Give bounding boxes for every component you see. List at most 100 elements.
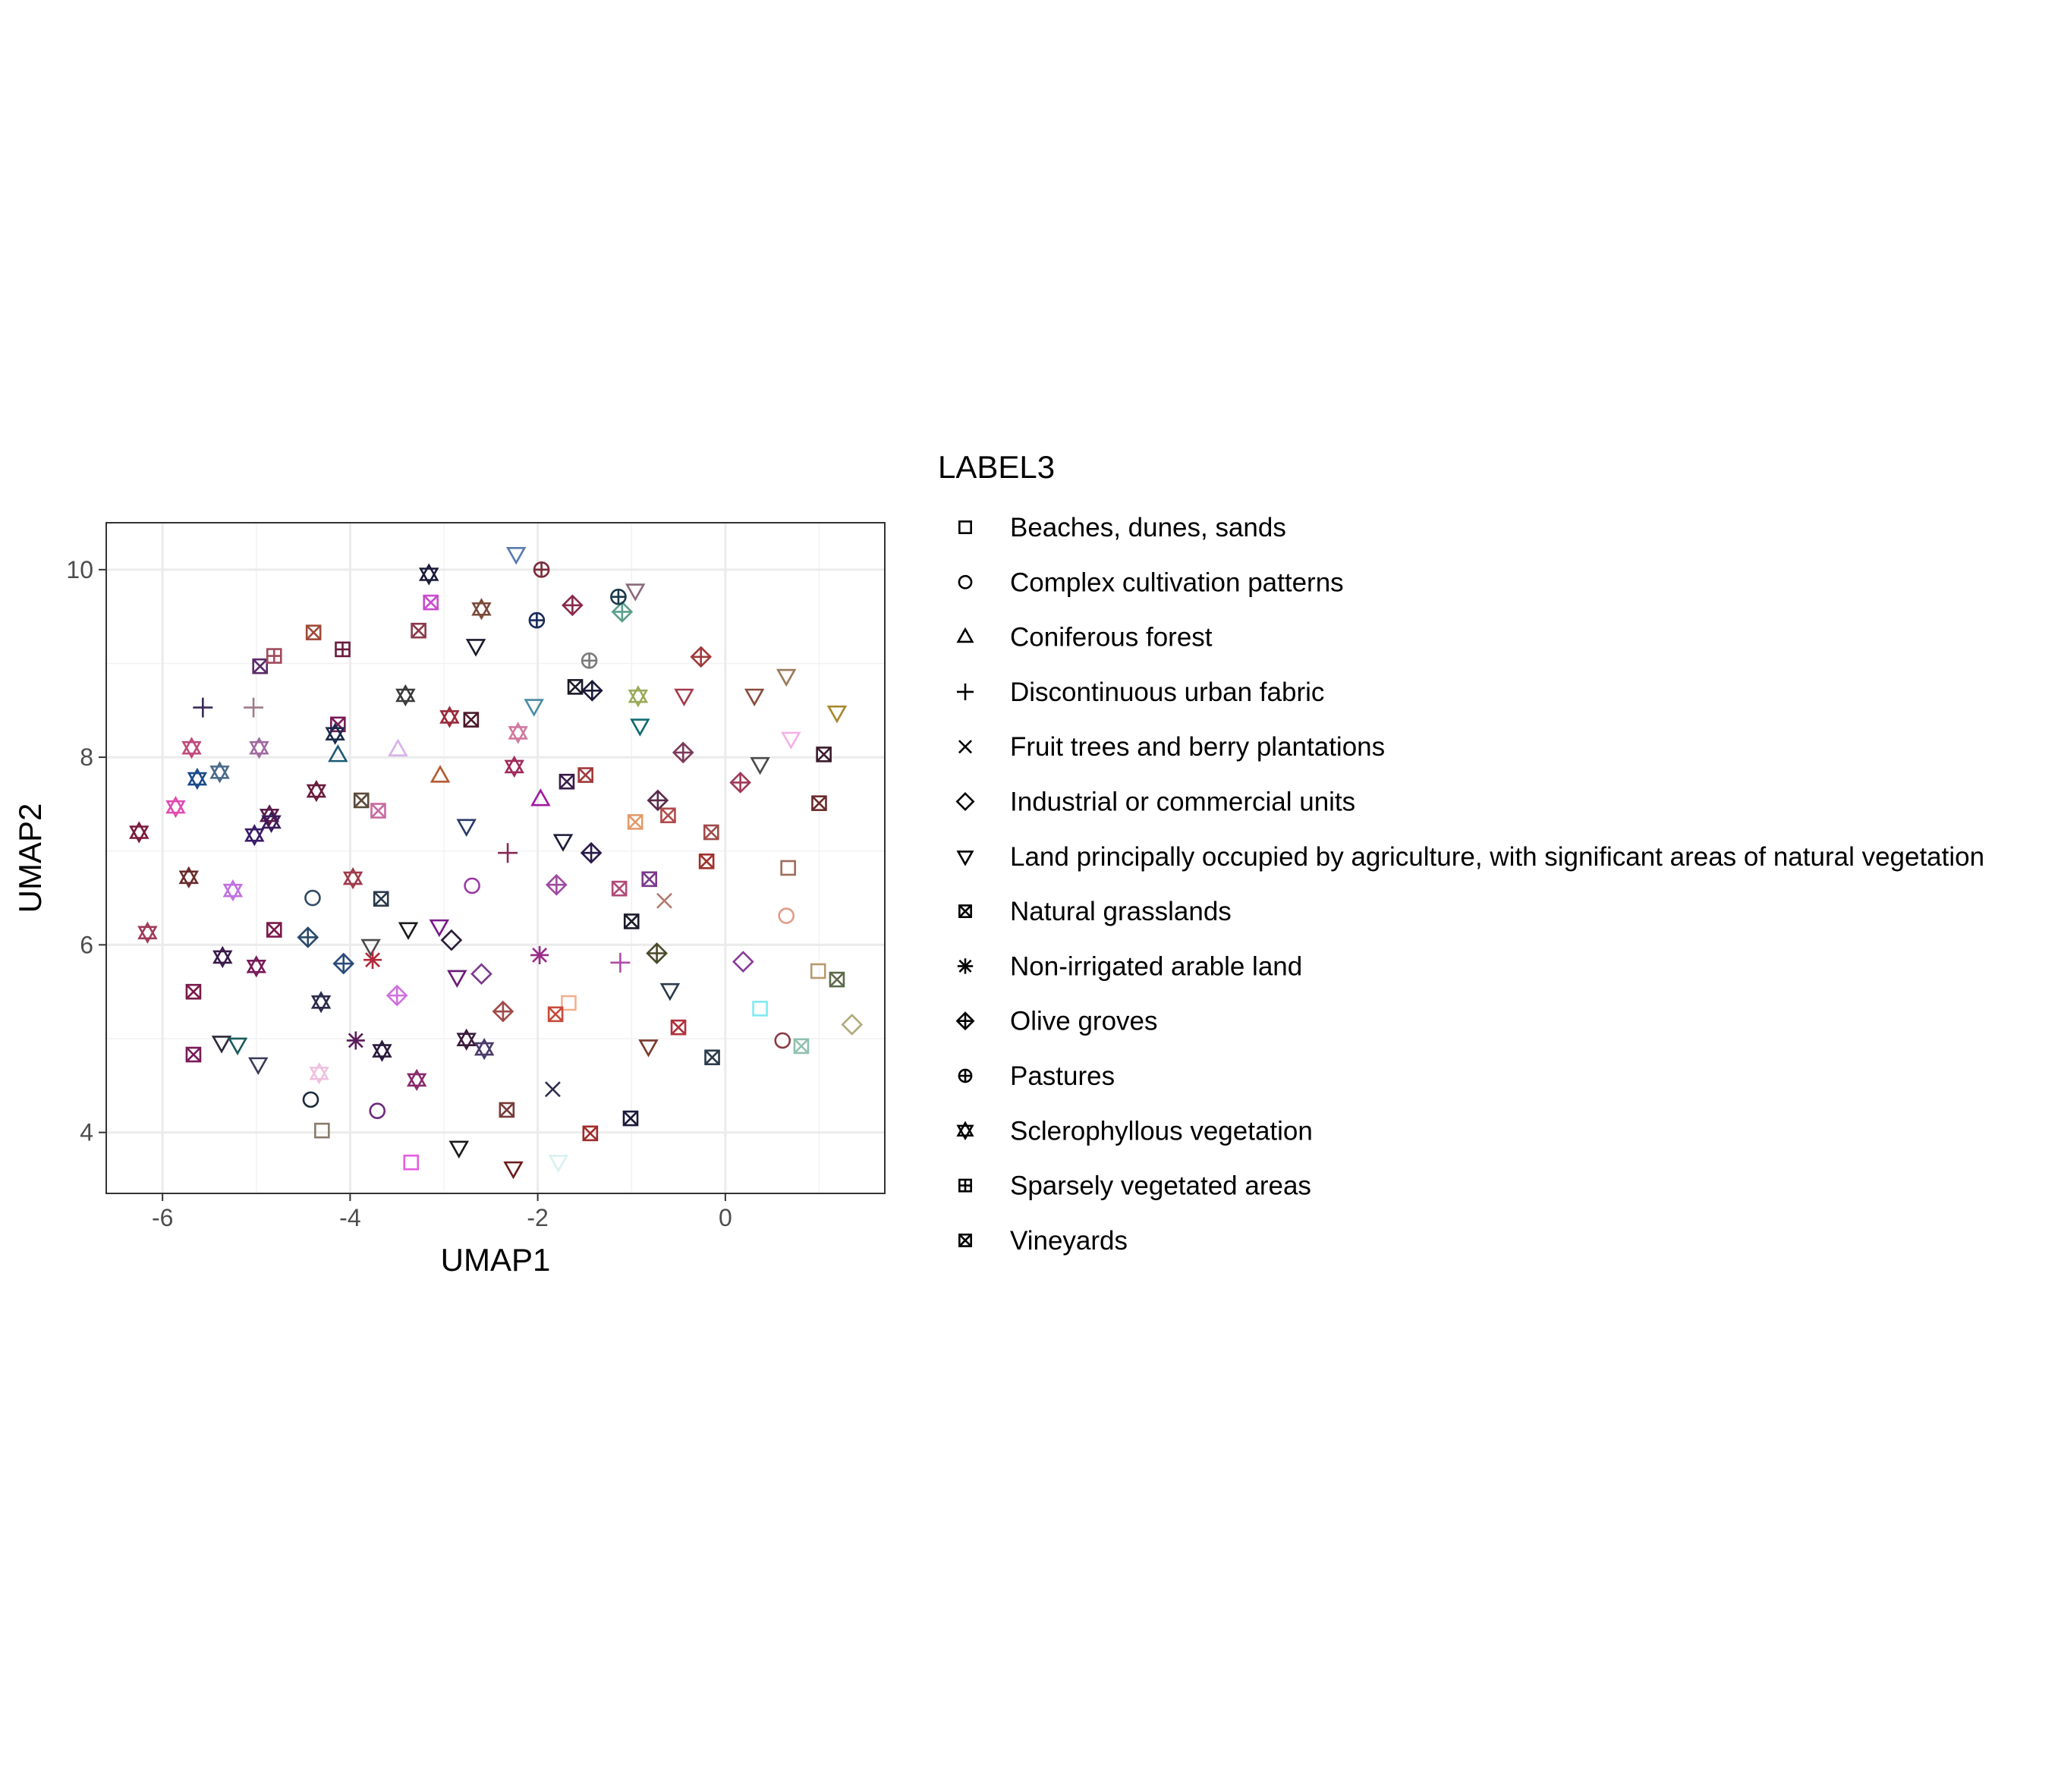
data-point: [811, 795, 827, 811]
data-point: [246, 955, 267, 978]
legend-key: [957, 958, 974, 974]
data-point: [581, 652, 598, 669]
y-tick-label: 8: [80, 744, 93, 771]
data-point: [398, 922, 419, 940]
data-point: [423, 594, 439, 611]
data-point: [447, 970, 467, 989]
legend-key: [958, 1178, 972, 1193]
data-point: [524, 699, 544, 717]
legend-label: Non-irrigated arable land: [1010, 951, 1302, 981]
data-point: [552, 834, 574, 852]
data-point: [841, 1014, 864, 1036]
data-point: [227, 1037, 248, 1056]
data-point: [816, 747, 832, 762]
legend-key: [958, 1233, 972, 1247]
data-point: [370, 803, 386, 819]
data-point: [440, 929, 463, 951]
data-point: [465, 639, 486, 657]
data-point: [266, 648, 282, 664]
data-point: [656, 892, 672, 909]
legend-label: Sclerophyllous vegetation: [1010, 1116, 1313, 1146]
data-point: [309, 1062, 329, 1085]
data-point: [360, 938, 381, 957]
data-point: [530, 788, 551, 806]
data-point: [474, 1037, 495, 1061]
data-point: [328, 744, 348, 762]
data-point: [672, 741, 694, 764]
data-point: [774, 1032, 791, 1049]
data-point: [744, 688, 765, 707]
data-point: [244, 697, 264, 718]
data-point: [752, 1001, 768, 1017]
data-point: [492, 1000, 514, 1023]
data-point: [346, 1031, 365, 1050]
legend-key: [958, 520, 972, 534]
data-point: [353, 792, 370, 809]
data-point: [559, 773, 575, 790]
data-point: [302, 1091, 319, 1108]
data-point: [430, 765, 451, 783]
legend-key: [956, 683, 974, 700]
y-axis-title: UMAP2: [12, 803, 48, 913]
data-point: [674, 688, 694, 707]
data-point: [187, 767, 208, 791]
legend-key: [955, 792, 975, 811]
data-point: [698, 854, 715, 869]
data-point: [185, 983, 202, 1000]
data-point: [252, 658, 269, 674]
y-axis: 4 6 8 10: [66, 556, 106, 1146]
data-point: [448, 1140, 470, 1159]
data-point: [211, 1036, 232, 1054]
x-tick-label: -2: [527, 1204, 548, 1231]
data-point: [314, 1122, 330, 1139]
data-point: [373, 891, 389, 907]
data-point: [610, 588, 627, 605]
legend-label: Fruit trees and berry plantations: [1010, 732, 1385, 762]
legend-label: Beaches, dunes, sands: [1010, 513, 1286, 542]
data-point: [627, 814, 643, 830]
data-point: [209, 761, 230, 784]
data-point: [611, 880, 628, 897]
data-point: [778, 907, 795, 924]
legend-key: [955, 1011, 975, 1031]
data-point: [471, 598, 492, 621]
data-point: [508, 722, 528, 744]
data-point: [625, 583, 646, 602]
data-point: [503, 1161, 524, 1180]
data-point: [704, 1049, 720, 1066]
data-point: [544, 1081, 561, 1098]
data-point: [690, 646, 713, 668]
data-point: [419, 563, 439, 586]
y-tick-label: 4: [80, 1119, 93, 1146]
data-point: [504, 755, 524, 778]
data-point: [498, 843, 518, 863]
data-point: [411, 622, 426, 639]
data-point: [577, 767, 593, 783]
data-point: [463, 712, 480, 728]
legend-label: Complex cultivation patterns: [1010, 567, 1344, 597]
data-point: [244, 824, 265, 847]
data-point: [611, 601, 634, 623]
data-point: [388, 738, 408, 756]
x-tick-label: -6: [152, 1204, 173, 1231]
data-point: [647, 789, 669, 812]
data-point: [562, 594, 584, 617]
data-point: [335, 641, 351, 658]
data-point: [546, 873, 568, 896]
data-point: [630, 718, 650, 737]
data-point: [212, 945, 233, 969]
data-point: [829, 971, 845, 988]
data-point: [266, 922, 282, 938]
x-tick-label: 0: [719, 1204, 732, 1231]
data-point: [165, 795, 186, 819]
data-point: [395, 684, 416, 707]
data-point: [439, 706, 460, 728]
data-point: [729, 772, 751, 794]
data-point: [638, 1039, 659, 1058]
data-point: [248, 1057, 269, 1076]
data-point: [129, 821, 149, 844]
data-point: [137, 921, 158, 944]
legend-label: Coniferous forest: [1010, 623, 1213, 652]
plot-panel: [106, 523, 885, 1193]
legend-label: Industrial or commercial units: [1010, 788, 1355, 817]
